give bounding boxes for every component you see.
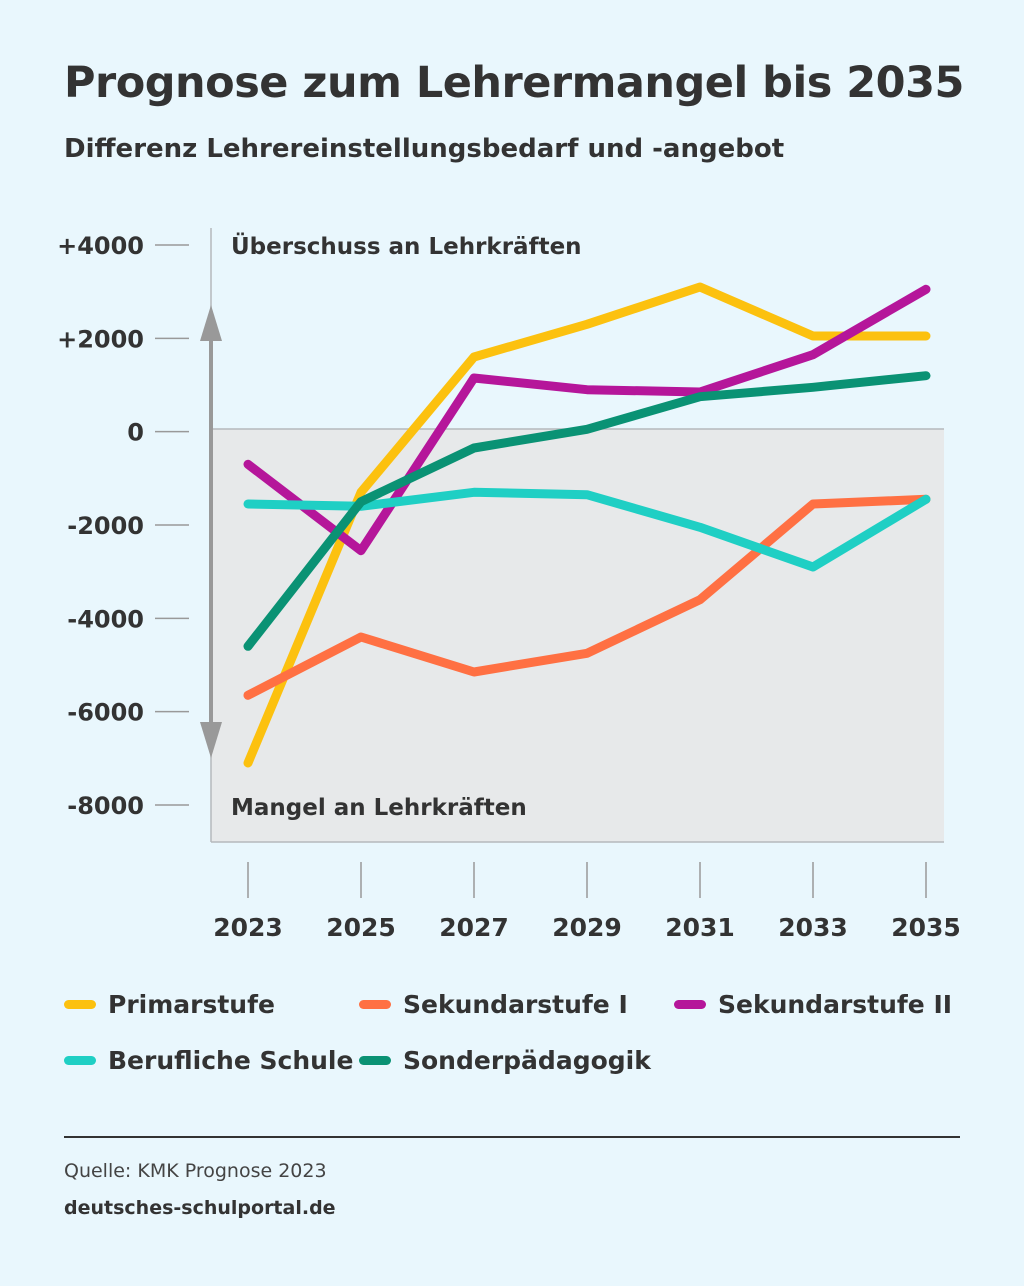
legend-label: Sekundarstufe I — [403, 990, 628, 1019]
legend-item-sekundarstufe-2: Sekundarstufe II — [674, 990, 952, 1019]
series-line-sonderp-dagogik — [243, 371, 931, 651]
y-tick-label: 0 — [127, 419, 144, 447]
legend-swatch — [359, 1000, 391, 1009]
direction-arrow — [200, 305, 222, 758]
x-tick-label: 2027 — [439, 913, 509, 942]
series-line-sekundarstufe-ii — [243, 284, 931, 556]
legend-label: Primarstufe — [108, 990, 275, 1019]
x-tick-label: 2031 — [665, 913, 735, 942]
y-tick-label: -6000 — [67, 699, 144, 727]
y-tick-label: +4000 — [57, 232, 144, 260]
footer-divider — [64, 1136, 960, 1138]
x-tick-label: 2035 — [891, 913, 961, 942]
y-tick-label: -2000 — [67, 512, 144, 540]
site-credit: deutsches-schulportal.de — [64, 1197, 336, 1219]
legend-label: Sonderpädagogik — [403, 1046, 651, 1075]
legend-swatch — [64, 1000, 96, 1009]
source-note: Quelle: KMK Prognose 2023 — [64, 1160, 327, 1182]
y-tick-label: -8000 — [67, 792, 144, 820]
annotation-surplus: Überschuss an Lehrkräften — [231, 232, 582, 260]
x-tick-label: 2025 — [326, 913, 396, 942]
legend-swatch — [674, 1000, 706, 1009]
arrow-up-icon — [200, 305, 222, 341]
legend-swatch — [64, 1056, 96, 1065]
legend-swatch — [359, 1056, 391, 1065]
x-tick-label: 2033 — [778, 913, 848, 942]
y-tick-label: +2000 — [57, 325, 144, 353]
legend: Primarstufe Sekundarstufe I Sekundarstuf… — [64, 990, 964, 1100]
line-chart: +4000 +2000 0 -2000 -4000 -6000 -8000 2023 2025… — [57, 228, 961, 942]
annotation-shortage: Mangel an Lehrkräften — [231, 795, 527, 821]
chart-subtitle: Differenz Lehrereinstellungsbedarf und -… — [64, 134, 785, 164]
legend-item-berufliche-schule: Berufliche Schule — [64, 1046, 353, 1075]
legend-item-primarstufe: Primarstufe — [64, 990, 275, 1019]
x-tick-label: 2029 — [552, 913, 622, 942]
chart-title: Prognose zum Lehrermangel bis 2035 — [64, 58, 964, 108]
arrow-down-icon — [200, 722, 222, 758]
legend-label: Berufliche Schule — [108, 1046, 354, 1075]
legend-label: Sekundarstufe II — [718, 990, 953, 1019]
legend-item-sonderpaedagogik: Sonderpädagogik — [359, 1046, 651, 1075]
x-tick-label: 2023 — [213, 913, 283, 942]
series-line-sekundarstufe-i — [243, 494, 931, 700]
legend-item-sekundarstufe-1: Sekundarstufe I — [359, 990, 628, 1019]
y-tick-label: -4000 — [67, 605, 144, 633]
series-line-primarstufe — [243, 282, 931, 768]
